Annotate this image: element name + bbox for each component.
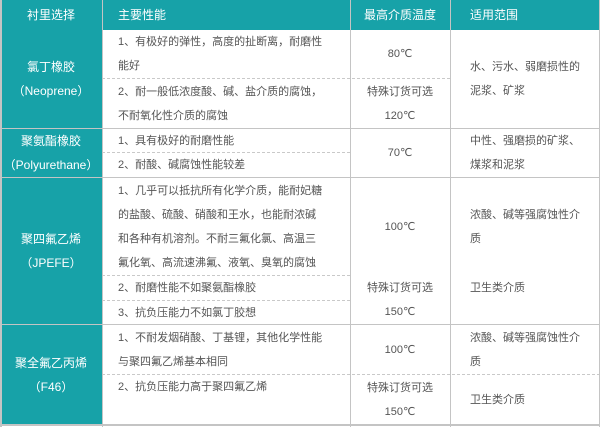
row-divider <box>102 374 600 375</box>
row-line <box>0 128 600 129</box>
lining-polyurethane: 聚氨酯橡胶 （Polyurethane） <box>0 129 102 177</box>
row-divider <box>102 300 350 301</box>
property-cell: 2、耐酸、碱腐蚀性能较差 <box>118 159 246 171</box>
header-max-temp: 最高介质温度 <box>350 0 450 30</box>
col-line <box>0 0 2 427</box>
property-cell: 2、耐一般低浓度酸、碱、盐介质的腐蚀， 不耐氧化性介质的腐蚀 <box>118 85 323 122</box>
header-lining: 衬里选择 <box>0 0 102 30</box>
scope-cell: 中性、强磨损的矿浆、 煤浆和泥浆 <box>470 135 580 171</box>
lining-neoprene: 氯丁橡胶 （Neoprene） <box>0 30 102 128</box>
row-divider <box>102 275 350 276</box>
temp-cell: 100℃ <box>384 220 416 233</box>
row-line <box>0 324 600 325</box>
lining-ptfe: 聚四氟乙烯 （JPEFE） <box>0 178 102 324</box>
property-cell: 1、有极好的弹性，高度的扯断离，耐磨性 能好 <box>118 36 323 72</box>
row-divider <box>102 152 350 153</box>
col-line <box>350 0 351 427</box>
row-line <box>0 424 600 426</box>
temp-cell: 70℃ <box>387 147 413 159</box>
scope-cell: 水、污水、弱磨损性的 泥浆、矿浆 <box>470 61 580 97</box>
temp-cell: 特殊订货可选 150℃ <box>367 282 433 318</box>
property-cell: 2、耐磨性能不如聚氨酯橡胶 <box>118 282 257 294</box>
property-cell: 2、抗负压能力高于聚四氟乙烯 <box>118 381 268 393</box>
property-cell: 1、具有极好的耐磨性能 <box>118 134 235 147</box>
scope-cell: 卫生类介质 <box>470 393 525 406</box>
col-line <box>450 0 451 427</box>
header-properties: 主要性能 <box>102 0 350 30</box>
temp-cell: 80℃ <box>387 48 413 60</box>
lining-f46: 聚全氟乙丙烯 （F46） <box>0 325 102 424</box>
property-cell: 1、不耐发烟硝酸、丁基锂，其他化学性能 与聚四氟乙烯基本相同 <box>118 331 323 368</box>
scope-cell: 卫生类介质 <box>470 282 525 294</box>
row-line <box>0 177 600 178</box>
temp-cell: 100℃ <box>384 343 416 356</box>
row-divider <box>102 78 450 79</box>
property-cell: 1、几乎可以抵抗所有化学介质，能耐妃糖 的盐酸、硫酸、硝酸和王水，也能耐浓碱 和… <box>118 184 323 269</box>
temp-cell: 特殊订货可选 150℃ <box>367 381 433 418</box>
property-cell: 3、抗负压能力不如氯丁胶想 <box>118 306 257 319</box>
scope-cell: 浓酸、碱等强腐蚀性介 质 <box>470 208 580 245</box>
scope-cell: 浓酸、碱等强腐蚀性介 质 <box>470 331 580 368</box>
header-scope: 适用范围 <box>450 0 600 30</box>
col-line <box>102 0 103 427</box>
temp-cell: 特殊订货可选 120℃ <box>367 85 433 122</box>
